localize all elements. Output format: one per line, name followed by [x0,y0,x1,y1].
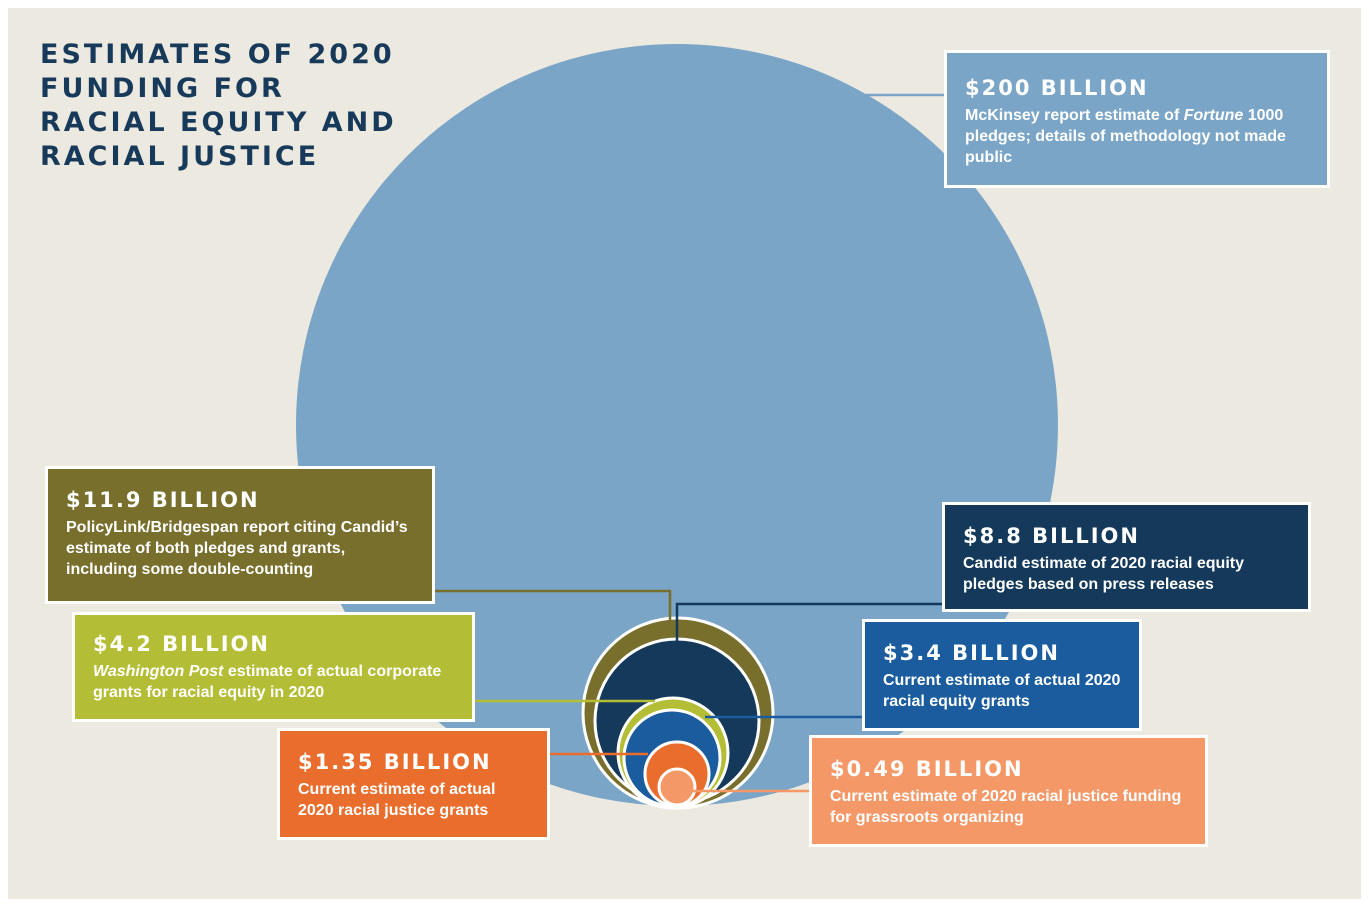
leader-line-11-9-billion [435,589,672,622]
callout-amount: $4.2 BILLION [93,632,270,656]
callout-8-8-billion: $8.8 BILLION Candid estimate of 2020 rac… [942,502,1311,612]
callout-amount: $11.9 BILLION [66,488,260,512]
callout-amount: $3.4 BILLION [883,641,1060,665]
bubble-0-49-billion [657,767,697,807]
callout-amount: $8.8 BILLION [963,524,1140,548]
chart-title: ESTIMATES OF 2020 FUNDING FOR RACIAL EQU… [40,39,397,172]
callout-amount: $1.35 BILLION [298,750,492,774]
callout-11-9-billion: $11.9 BILLION PolicyLink/Bridgespan repo… [45,466,435,604]
callout-3-4-billion: $3.4 BILLION Current estimate of actual … [862,619,1142,731]
callout-description: PolicyLink/Bridgespan report citing Cand… [66,519,408,578]
callout-description: Current estimate of actual 2020 racial j… [298,781,496,819]
callout-1-35-billion: $1.35 BILLION Current estimate of actual… [277,728,550,840]
callout-200-billion: $200 BILLION McKinsey report estimate of… [944,50,1330,188]
callout-description: Candid estimate of 2020 racial equity pl… [963,555,1244,593]
bubble-200-billion [296,44,1058,806]
callout-amount: $200 BILLION [965,76,1149,100]
callout-0-49-billion: $0.49 BILLION Current estimate of 2020 r… [809,735,1208,847]
leader-line-8-8-billion [675,602,942,648]
callout-description: McKinsey report estimate of Fortune 1000… [965,107,1286,166]
callout-amount: $0.49 BILLION [830,757,1024,781]
callout-4-2-billion: $4.2 BILLION Washington Post estimate of… [72,612,475,722]
callout-description: Current estimate of actual 2020 racial e… [883,672,1121,710]
callout-description: Current estimate of 2020 racial justice … [830,788,1182,826]
callout-description: Washington Post estimate of actual corpo… [93,663,442,701]
